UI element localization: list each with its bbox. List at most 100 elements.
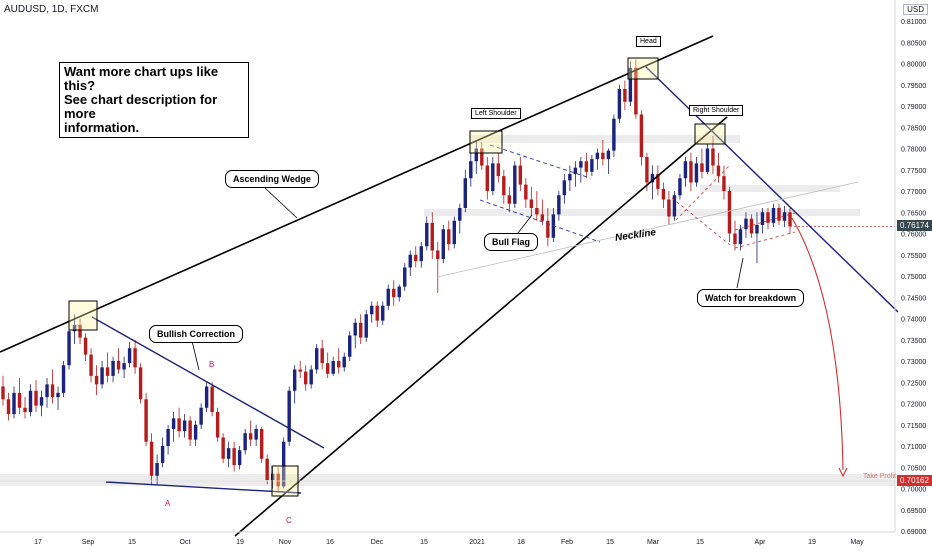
candle-bullish [386, 284, 390, 310]
candle-bullish [182, 414, 187, 438]
projection-arrowhead [838, 467, 848, 478]
candle-body [78, 324, 82, 338]
candle-body [584, 161, 589, 172]
rs-wedge-upper [675, 164, 731, 221]
candle-body [452, 220, 456, 245]
left-shoulder-label: Left Shoulder [471, 108, 521, 119]
candle-bullish [281, 437, 286, 489]
candle-bullish [61, 361, 66, 398]
candle-body [370, 305, 374, 315]
candle-bearish [777, 203, 781, 225]
y-tick-label: 0.69500 [901, 508, 926, 515]
candle-bearish [94, 365, 99, 395]
candle-body [265, 458, 269, 480]
x-tick-label: 17 [34, 539, 42, 546]
y-tick-label: 0.69000 [901, 529, 926, 536]
candle-bearish [215, 407, 220, 442]
candle-body [182, 420, 187, 432]
candle-body [507, 195, 512, 204]
candle-bearish [337, 348, 341, 374]
candle-body [210, 386, 214, 412]
bull-flag-label: Bull Flag [484, 233, 538, 251]
promo-note: Want more chart ups like this? See chart… [59, 62, 249, 138]
candle-body [34, 390, 38, 406]
currency-button[interactable]: USD [903, 4, 928, 15]
candle-bearish [661, 182, 666, 208]
candle-body [496, 163, 501, 177]
neckline-line [436, 181, 859, 278]
candle-bullish [678, 174, 682, 200]
candle-bullish [782, 205, 787, 228]
candle-body [199, 407, 203, 425]
candle-body [94, 375, 99, 385]
candle-body [364, 314, 368, 338]
x-tick-label: 15 [606, 539, 614, 546]
candle-bullish [254, 424, 258, 446]
candle-body [160, 446, 165, 463]
candle-bearish [430, 212, 434, 259]
candle-bullish [342, 352, 346, 372]
candle-bearish [656, 165, 660, 196]
current-price-tag: 0.76174 [897, 220, 932, 231]
candle-bullish [513, 161, 517, 208]
candle-bearish [689, 152, 693, 191]
x-tick-label: Feb [561, 539, 573, 546]
resistance-zone-mid [424, 209, 860, 216]
candle-bullish [204, 382, 209, 412]
candle-body [474, 148, 479, 162]
bull-flag-lower [479, 199, 601, 243]
candle-bullish [122, 356, 126, 378]
candle-bullish [617, 84, 622, 123]
candle-body [760, 212, 765, 225]
candle-body [601, 152, 605, 160]
candle-bearish [375, 301, 379, 327]
x-tick-label: Oct [180, 539, 191, 546]
candle-body [491, 163, 495, 191]
candle-bullish [408, 250, 412, 276]
candle-bearish [507, 186, 512, 213]
candle-bearish [138, 363, 143, 404]
x-tick-label: 15 [420, 539, 428, 546]
candle-body [738, 229, 743, 245]
candle-body [524, 184, 528, 200]
candle-bearish [540, 199, 545, 225]
candle-bearish [210, 382, 214, 417]
candle-body [678, 178, 682, 196]
y-tick-label: 0.75500 [901, 253, 926, 260]
candle-body [133, 348, 137, 368]
candle-body [188, 420, 192, 440]
candle-body [502, 176, 506, 196]
candle-bullish [160, 437, 165, 468]
candle-bearish [518, 157, 523, 191]
candle-bullish [469, 152, 473, 187]
candle-bullish [760, 208, 765, 234]
y-tick-label: 0.72000 [901, 402, 926, 409]
candle-body [650, 174, 655, 183]
x-tick-label: May [850, 539, 864, 546]
candle-body [155, 463, 159, 476]
y-tick-label: 0.70500 [901, 465, 926, 472]
bullflag-callout-leader [517, 214, 533, 234]
candle-body [337, 361, 341, 368]
candle-bearish [298, 361, 302, 378]
candle-bearish [105, 352, 110, 383]
candle-body [17, 392, 22, 408]
candle-body [755, 225, 759, 234]
candle-body [711, 148, 715, 166]
candle-bullish [348, 331, 352, 361]
candle-bearish [221, 433, 225, 463]
y-tick-label: 0.72500 [901, 380, 926, 387]
y-tick-label: 0.74500 [901, 295, 926, 302]
candle-bearish [447, 220, 451, 251]
resistance-zone-left-shoulder [470, 135, 740, 143]
candle-body [463, 178, 467, 208]
candle-bullish [557, 191, 561, 221]
candle-body [403, 267, 407, 287]
candle-body [529, 199, 534, 208]
candle-body [590, 159, 594, 172]
candle-bearish [700, 148, 704, 179]
candle-bullish [744, 212, 748, 238]
candle-bearish [623, 80, 627, 111]
